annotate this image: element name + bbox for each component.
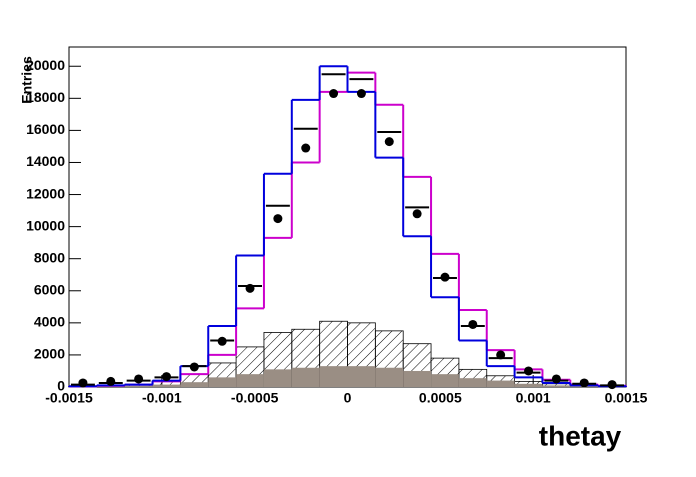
x-tick-label: -0.0015 — [45, 390, 93, 406]
x-tick-label: -0.001 — [142, 390, 182, 406]
filled-bar — [431, 374, 459, 387]
data-point — [357, 89, 366, 98]
data-point — [552, 374, 561, 383]
y-tick-label: 18000 — [26, 89, 65, 105]
data-point — [524, 366, 533, 375]
y-tick-label: 20000 — [26, 57, 65, 73]
y-tick-label: 10000 — [26, 217, 65, 233]
filled-bar — [264, 369, 292, 387]
filled-bar — [292, 368, 320, 387]
x-tick-label: 0 — [344, 390, 352, 406]
y-tick-label: 14000 — [26, 153, 65, 169]
y-tick-label: 2000 — [34, 346, 65, 362]
filled-bar — [459, 378, 487, 387]
y-tick-label: 16000 — [26, 121, 65, 137]
x-axis-label: thetay — [539, 420, 622, 451]
data-point — [496, 350, 505, 359]
data-point — [440, 273, 449, 282]
y-tick-label: 6000 — [34, 281, 65, 297]
filled-bar — [208, 377, 236, 387]
filled-bar — [403, 371, 431, 387]
x-tick-label: 0.0015 — [605, 390, 648, 406]
filled-bar — [375, 368, 403, 387]
data-point — [468, 320, 477, 329]
data-point — [78, 378, 87, 387]
x-tick-label: -0.0005 — [231, 390, 279, 406]
filled-bar — [515, 384, 543, 387]
data-point — [134, 374, 143, 383]
data-point — [413, 209, 422, 218]
data-point — [580, 378, 589, 387]
data-point — [301, 144, 310, 153]
data-point — [385, 137, 394, 146]
filled-bar — [180, 382, 208, 387]
x-tick-label: 0.001 — [516, 390, 551, 406]
filled-bar — [153, 385, 181, 387]
data-point — [246, 284, 255, 293]
data-point — [608, 380, 617, 389]
data-point — [190, 362, 199, 371]
filled-bar — [236, 374, 264, 387]
data-point — [162, 372, 171, 381]
y-tick-label: 4000 — [34, 314, 65, 330]
y-tick-label: 12000 — [26, 185, 65, 201]
filled-bar — [487, 381, 515, 387]
x-tick-label: 0.0005 — [419, 390, 462, 406]
y-tick-label: 8000 — [34, 249, 65, 265]
filled-bar — [320, 366, 348, 387]
data-point — [218, 337, 227, 346]
data-point — [273, 214, 282, 223]
filled-bar — [348, 366, 376, 387]
filled-bar — [125, 386, 153, 387]
data-point — [106, 377, 115, 386]
data-point — [329, 89, 338, 98]
filled-bar — [542, 385, 570, 387]
